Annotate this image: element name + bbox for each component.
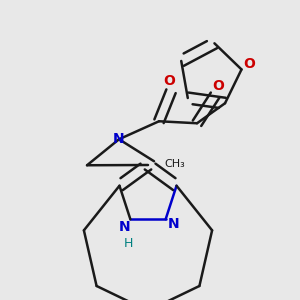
Text: O: O [244,57,256,71]
Text: O: O [163,74,175,88]
Text: H: H [124,237,133,250]
Text: N: N [118,220,130,234]
Text: N: N [113,132,125,146]
Text: N: N [168,217,179,231]
Text: CH₃: CH₃ [164,159,185,169]
Text: O: O [212,79,224,93]
